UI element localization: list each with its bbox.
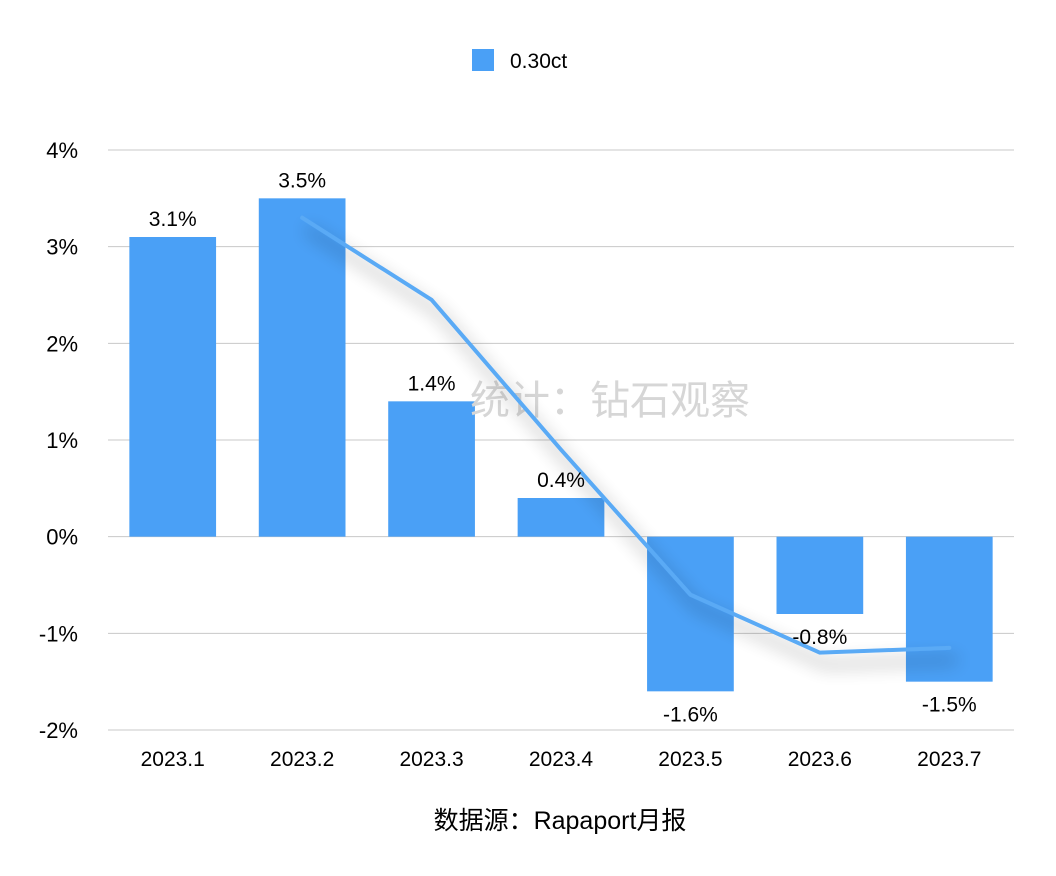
- trendline-path: [300, 215, 952, 655]
- data-label: 3.1%: [149, 208, 197, 231]
- data-label: -0.8%: [792, 626, 847, 649]
- x-tick-label: 2023.4: [529, 748, 594, 771]
- x-tick-label: 2023.6: [788, 748, 852, 771]
- y-tick-label: -2%: [39, 718, 78, 743]
- y-tick-label: 4%: [46, 138, 78, 163]
- x-tick-label: 2023.3: [399, 748, 463, 771]
- y-tick-label: 1%: [46, 428, 78, 453]
- data-label: 0.4%: [537, 469, 585, 492]
- bar: [129, 237, 217, 537]
- y-tick-label: 0%: [46, 525, 78, 550]
- data-labels: 3.1% 3.5% 1.4% 0.4% -1.6% -0.8% -1.5%: [149, 169, 977, 726]
- x-axis-ticks: 2023.1 2023.2 2023.3 2023.4 2023.5 2023.6 2023…: [141, 748, 982, 771]
- x-tick-label: 2023.1: [141, 748, 205, 771]
- data-label: -1.5%: [922, 694, 977, 717]
- trendline: [300, 215, 952, 655]
- x-tick-label: 2023.5: [658, 748, 722, 771]
- bar: [776, 536, 864, 614]
- data-label: -1.6%: [663, 703, 718, 726]
- x-tick-label: 2023.7: [917, 748, 981, 771]
- bars: [129, 198, 993, 692]
- y-tick-label: 2%: [46, 331, 78, 356]
- y-axis-ticks: 4% 3% 2% 1% 0% -1% -2%: [39, 138, 78, 743]
- x-tick-label: 2023.2: [270, 748, 334, 771]
- y-tick-label: -1%: [39, 621, 78, 646]
- watermark: 统计：钻石观察: [470, 379, 750, 423]
- bar: [258, 198, 346, 537]
- data-label: 1.4%: [408, 372, 456, 395]
- bar: [517, 498, 605, 537]
- source-note: 数据源：Rapaport月报: [434, 807, 687, 835]
- bar: [388, 401, 475, 537]
- legend-label: 0.30ct: [510, 50, 567, 73]
- gridlines: [108, 149, 1014, 731]
- legend: 0.30ct: [472, 49, 567, 73]
- legend-swatch: [472, 49, 494, 71]
- bar: [905, 536, 993, 682]
- data-label: 3.5%: [278, 169, 326, 192]
- y-tick-label: 3%: [46, 235, 78, 260]
